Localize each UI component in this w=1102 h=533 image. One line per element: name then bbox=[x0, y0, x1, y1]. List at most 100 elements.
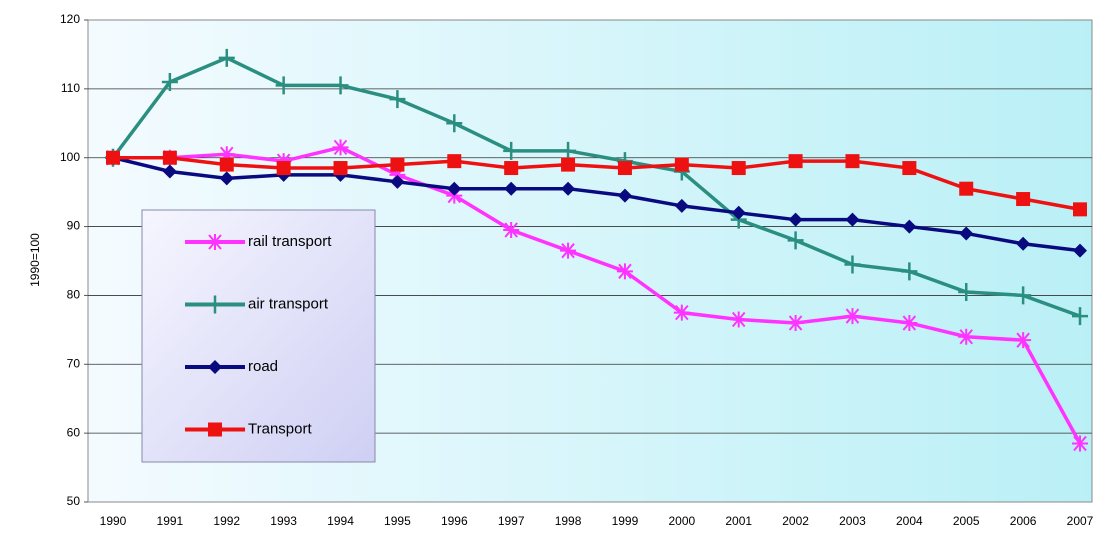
marker bbox=[902, 219, 917, 234]
marker bbox=[332, 76, 349, 95]
x-tick-label: 1998 bbox=[555, 514, 582, 528]
marker bbox=[958, 328, 975, 345]
marker bbox=[503, 141, 520, 160]
x-tick-label: 1999 bbox=[612, 514, 639, 528]
x-tick-label: 1996 bbox=[441, 514, 468, 528]
x-tick-label: 1997 bbox=[498, 514, 525, 528]
marker bbox=[731, 161, 746, 176]
marker bbox=[219, 157, 234, 172]
marker bbox=[447, 181, 462, 196]
legend-label: rail transport bbox=[248, 233, 332, 250]
marker bbox=[390, 174, 405, 189]
y-tick-label: 90 bbox=[67, 219, 81, 233]
marker bbox=[560, 141, 577, 160]
marker bbox=[901, 314, 918, 331]
marker bbox=[106, 150, 120, 165]
marker bbox=[901, 262, 918, 281]
x-tick-label: 2005 bbox=[953, 514, 980, 528]
marker bbox=[504, 181, 519, 196]
y-tick-label: 70 bbox=[67, 356, 81, 370]
marker bbox=[674, 157, 689, 172]
series-line bbox=[111, 55, 1081, 318]
x-tick-label: 1993 bbox=[270, 514, 297, 528]
x-tick-label: 2002 bbox=[782, 514, 809, 528]
marker bbox=[788, 212, 803, 227]
marker bbox=[673, 304, 690, 321]
marker bbox=[1016, 192, 1031, 207]
x-tick-label: 2001 bbox=[725, 514, 752, 528]
marker bbox=[617, 188, 632, 203]
marker bbox=[560, 242, 577, 259]
marker bbox=[503, 222, 520, 239]
legend-label: Transport bbox=[248, 420, 312, 437]
marker bbox=[275, 76, 292, 95]
marker bbox=[207, 234, 223, 250]
legend bbox=[141, 209, 376, 463]
x-tick-label: 2006 bbox=[1010, 514, 1037, 528]
x-tick-label: 1992 bbox=[213, 514, 240, 528]
series-line bbox=[112, 156, 1081, 253]
marker bbox=[218, 48, 235, 67]
marker bbox=[788, 154, 803, 169]
marker bbox=[504, 161, 519, 176]
marker bbox=[208, 360, 222, 374]
marker bbox=[561, 181, 576, 196]
marker bbox=[1015, 286, 1032, 305]
x-tick-label: 1990 bbox=[100, 514, 127, 528]
marker bbox=[161, 72, 178, 91]
x-tick-label: 2003 bbox=[839, 514, 866, 528]
marker bbox=[333, 161, 348, 176]
marker bbox=[787, 314, 804, 331]
marker bbox=[1072, 435, 1088, 452]
marker bbox=[447, 154, 462, 169]
marker bbox=[617, 161, 632, 176]
marker bbox=[844, 255, 861, 274]
marker bbox=[1073, 202, 1087, 217]
marker bbox=[208, 422, 222, 437]
x-tick-label: 1991 bbox=[157, 514, 184, 528]
marker bbox=[730, 311, 747, 328]
marker bbox=[844, 308, 861, 325]
marker bbox=[389, 90, 406, 109]
marker bbox=[959, 226, 974, 241]
marker bbox=[1015, 332, 1032, 349]
x-tick-label: 2007 bbox=[1067, 514, 1094, 528]
x-tick-label: 1994 bbox=[327, 514, 354, 528]
marker bbox=[845, 154, 860, 169]
y-tick-label: 110 bbox=[61, 81, 80, 95]
marker bbox=[162, 164, 177, 179]
marker bbox=[787, 231, 804, 250]
y-tick-label: 80 bbox=[67, 288, 81, 302]
marker bbox=[446, 114, 463, 133]
y-axis-label: 1990=100 bbox=[28, 233, 42, 287]
series-line bbox=[113, 155, 1081, 212]
x-tick-label: 1995 bbox=[384, 514, 411, 528]
y-tick-label: 60 bbox=[67, 425, 81, 439]
marker bbox=[162, 150, 177, 165]
marker bbox=[561, 157, 576, 172]
marker bbox=[207, 295, 223, 314]
marker bbox=[1073, 243, 1087, 258]
marker bbox=[845, 212, 860, 227]
marker bbox=[731, 205, 746, 220]
marker bbox=[902, 161, 917, 176]
marker bbox=[1016, 236, 1031, 251]
legend-label: air transport bbox=[248, 295, 329, 312]
marker bbox=[674, 198, 689, 213]
marker bbox=[218, 146, 235, 163]
legend-label: road bbox=[248, 358, 278, 375]
series-line bbox=[113, 145, 1082, 445]
marker bbox=[616, 263, 633, 280]
y-tick-label: 50 bbox=[67, 494, 81, 508]
x-tick-label: 2004 bbox=[896, 514, 923, 528]
y-tick-label: 100 bbox=[60, 150, 80, 164]
marker bbox=[332, 139, 349, 156]
x-tick-label: 2000 bbox=[668, 514, 695, 528]
marker bbox=[1072, 307, 1088, 326]
marker bbox=[958, 282, 975, 301]
marker bbox=[219, 171, 234, 186]
y-tick-label: 120 bbox=[60, 12, 80, 26]
marker bbox=[959, 181, 974, 196]
marker bbox=[276, 161, 291, 176]
